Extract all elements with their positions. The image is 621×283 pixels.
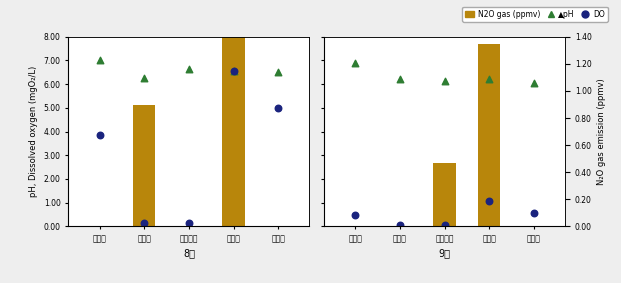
Y-axis label: pH, Dissolved oxygen (mgO₂/L): pH, Dissolved oxygen (mgO₂/L): [29, 66, 38, 197]
Point: [350, 61, 360, 65]
Point: [229, 69, 238, 73]
Point: [94, 133, 104, 138]
Y-axis label: N₂O gas emission (ppmv): N₂O gas emission (ppmv): [597, 78, 606, 185]
Point: [395, 77, 405, 82]
Point: [440, 78, 450, 83]
Point: [529, 211, 539, 215]
Point: [440, 223, 450, 228]
Point: [484, 199, 494, 203]
Bar: [478, 44, 501, 226]
Bar: [222, 0, 245, 226]
Point: [184, 220, 194, 225]
Point: [139, 76, 149, 81]
Point: [529, 81, 539, 85]
Point: [184, 67, 194, 71]
Point: [273, 70, 283, 75]
Point: [484, 77, 494, 82]
Point: [229, 69, 238, 73]
Point: [350, 213, 360, 218]
Point: [395, 223, 405, 228]
Point: [273, 106, 283, 110]
Point: [94, 58, 104, 63]
Legend: N2O gas (ppmv), ▲pH, DO: N2O gas (ppmv), ▲pH, DO: [462, 7, 608, 22]
X-axis label: 8월: 8월: [183, 248, 195, 259]
Bar: [133, 104, 155, 226]
Point: [139, 220, 149, 225]
X-axis label: 9월: 9월: [438, 248, 450, 259]
Bar: [433, 163, 456, 226]
